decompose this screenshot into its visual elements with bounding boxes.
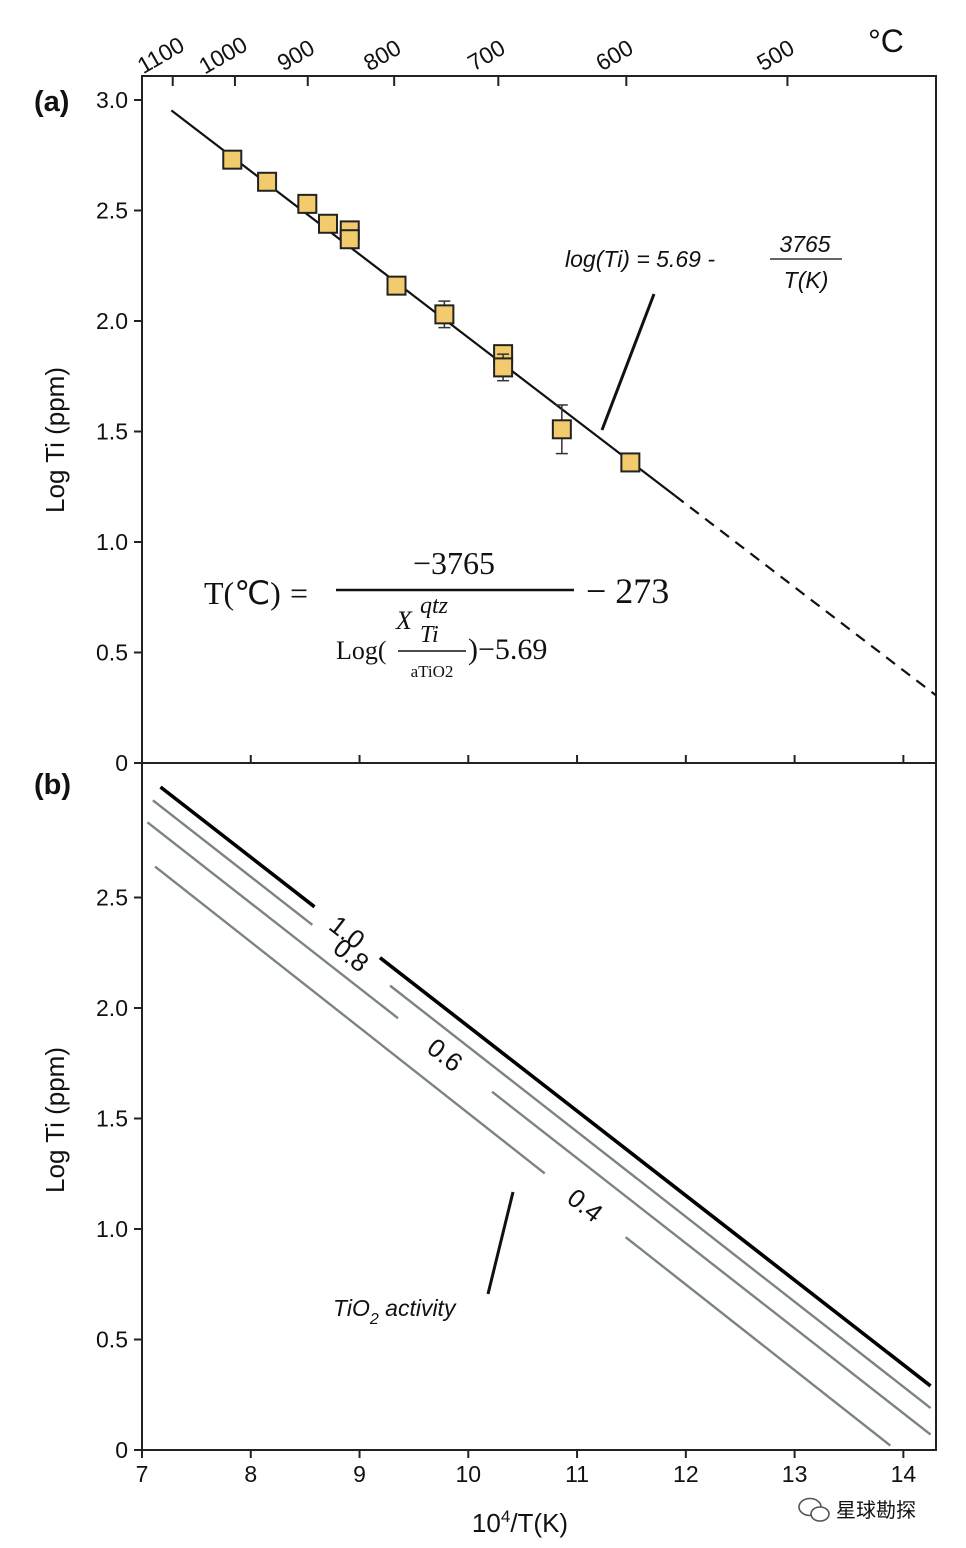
x-tick-label: 11 xyxy=(565,1461,589,1487)
x-tick-label: 12 xyxy=(673,1461,699,1487)
activity-line-segment xyxy=(159,785,316,909)
activity-line-segment xyxy=(146,821,399,1020)
panel-b-x-axis: 7 8 9 10 11 12 13 14 xyxy=(136,1450,917,1487)
data-point xyxy=(297,193,318,214)
top-tick-label: 1100 xyxy=(133,31,189,78)
temperature-formula: T(℃) = −3765 − 273 X qtz Ti Log( aTiO2 )… xyxy=(204,545,669,681)
x-tick-label: 10 xyxy=(456,1461,482,1487)
annotation-leader-line xyxy=(600,293,656,431)
formula-x-symbol: X xyxy=(395,606,413,635)
panel-b-frame xyxy=(141,762,937,1451)
formula-equals: = xyxy=(290,575,308,611)
watermark: 星球勘探 xyxy=(798,1497,916,1522)
data-point xyxy=(620,452,641,473)
y-tick-label: 0 xyxy=(115,1437,128,1463)
wechat-icon xyxy=(798,1497,830,1522)
data-points xyxy=(222,149,641,473)
data-point xyxy=(339,229,360,250)
fit-equation-numerator: 3765 xyxy=(779,231,830,257)
y-tick-label: 1.0 xyxy=(96,1216,128,1242)
watermark-text: 星球勘探 xyxy=(836,1499,916,1522)
activity-line-segment xyxy=(491,1090,932,1436)
panel-b: (b) 0 0.5 1.0 1.5 2.0 2.5 7 8 9 10 11 12 13 14 Log T… xyxy=(34,762,937,1538)
activity-line-label: 0.6 xyxy=(422,1032,469,1078)
data-point xyxy=(551,419,572,440)
tio2-label-sub: 2 xyxy=(369,1311,379,1328)
data-point xyxy=(317,213,338,234)
data-point xyxy=(434,304,455,325)
x-tick-label: 7 xyxy=(136,1461,149,1487)
tio2-leader-line xyxy=(486,1191,515,1295)
activity-lines: 1.00.80.60.4 xyxy=(146,785,932,1447)
x-axis-title-exponent: 4 xyxy=(501,1507,510,1526)
top-tick-label: 600 xyxy=(591,34,637,76)
activity-line-segment xyxy=(378,956,932,1388)
activity-line-segment xyxy=(624,1236,892,1447)
panel-a-label: (a) xyxy=(34,86,69,118)
panel-b-x-axis-title: 104/T(K) xyxy=(472,1507,568,1538)
tio2-activity-label: TiO2 activity xyxy=(333,1295,457,1328)
y-tick-label: 2.5 xyxy=(96,198,128,224)
formula-close-tail: )−5.69 xyxy=(468,633,547,666)
y-tick-label: 2.0 xyxy=(96,308,128,334)
panel-a-y-axis-title: Log Ti (ppm) xyxy=(40,367,70,513)
activity-line-segment xyxy=(152,799,314,926)
y-tick-label: 1.0 xyxy=(96,529,128,555)
panel-a-x-ticks xyxy=(141,755,905,763)
y-tick-label: 0.5 xyxy=(96,1327,128,1353)
formula-atio2: aTiO2 xyxy=(411,662,454,681)
top-tick-label: 700 xyxy=(463,34,509,76)
y-tick-label: 0.5 xyxy=(96,640,128,666)
data-point xyxy=(222,149,243,170)
x-axis-title-base: 10 xyxy=(472,1508,501,1538)
top-tick-label: 1000 xyxy=(194,31,251,79)
x-tick-label: 13 xyxy=(782,1461,808,1487)
y-tick-label: 3.0 xyxy=(96,87,128,113)
tio2-label-post: activity xyxy=(379,1295,457,1321)
y-tick-label: 2.5 xyxy=(96,885,128,911)
fit-equation-denominator: T(K) xyxy=(784,267,829,293)
panel-b-y-axis: 0 0.5 1.0 1.5 2.0 2.5 xyxy=(96,885,142,1463)
fit-line-extrapolated xyxy=(674,494,937,697)
y-tick-label: 1.5 xyxy=(96,419,128,445)
panel-a-y-axis: 0 0.5 1.0 1.5 2.0 2.5 3.0 xyxy=(96,87,142,776)
x-tick-label: 9 xyxy=(353,1461,366,1487)
celsius-unit-label: °C xyxy=(868,23,904,59)
fit-line-solid xyxy=(170,109,676,497)
formula-x-subscript: Ti xyxy=(420,622,439,648)
top-tick-label: 800 xyxy=(359,34,405,76)
activity-line-label: 0.4 xyxy=(562,1182,609,1228)
formula-lhs: T(℃) xyxy=(204,575,281,611)
fit-equation-prefix: log(Ti) = 5.69 - xyxy=(565,246,715,272)
tio2-activity-annotation: TiO2 activity xyxy=(333,1191,515,1328)
formula-log-open: Log( xyxy=(336,636,387,665)
x-axis-title-rest: /T(K) xyxy=(510,1508,568,1538)
data-point xyxy=(493,357,514,378)
tio2-label-pre: TiO xyxy=(333,1295,370,1321)
activity-line-segment xyxy=(389,984,932,1409)
y-tick-label: 1.5 xyxy=(96,1106,128,1132)
top-tick-label: 500 xyxy=(752,34,798,76)
fit-equation-annotation: log(Ti) = 5.69 - 3765 T(K) xyxy=(565,231,842,431)
y-tick-label: 0 xyxy=(115,750,128,776)
formula-minus-273: − 273 xyxy=(586,571,669,611)
data-point xyxy=(386,275,407,296)
x-tick-label: 8 xyxy=(244,1461,257,1487)
formula-x-superscript: qtz xyxy=(420,593,449,619)
y-tick-label: 2.0 xyxy=(96,995,128,1021)
top-tick-label: 900 xyxy=(273,34,319,76)
data-point xyxy=(257,171,278,192)
activity-line-segment xyxy=(154,865,546,1175)
formula-numerator: −3765 xyxy=(413,545,495,581)
panel-b-y-axis-title: Log Ti (ppm) xyxy=(40,1047,70,1193)
fit-line xyxy=(170,109,937,697)
panel-a: (a) 1100 1000 900 800 700 600 500 °C 0 0.5 1.0 1.… xyxy=(34,23,937,776)
x-tick-label: 14 xyxy=(891,1461,917,1487)
panel-b-label: (b) xyxy=(34,769,71,801)
